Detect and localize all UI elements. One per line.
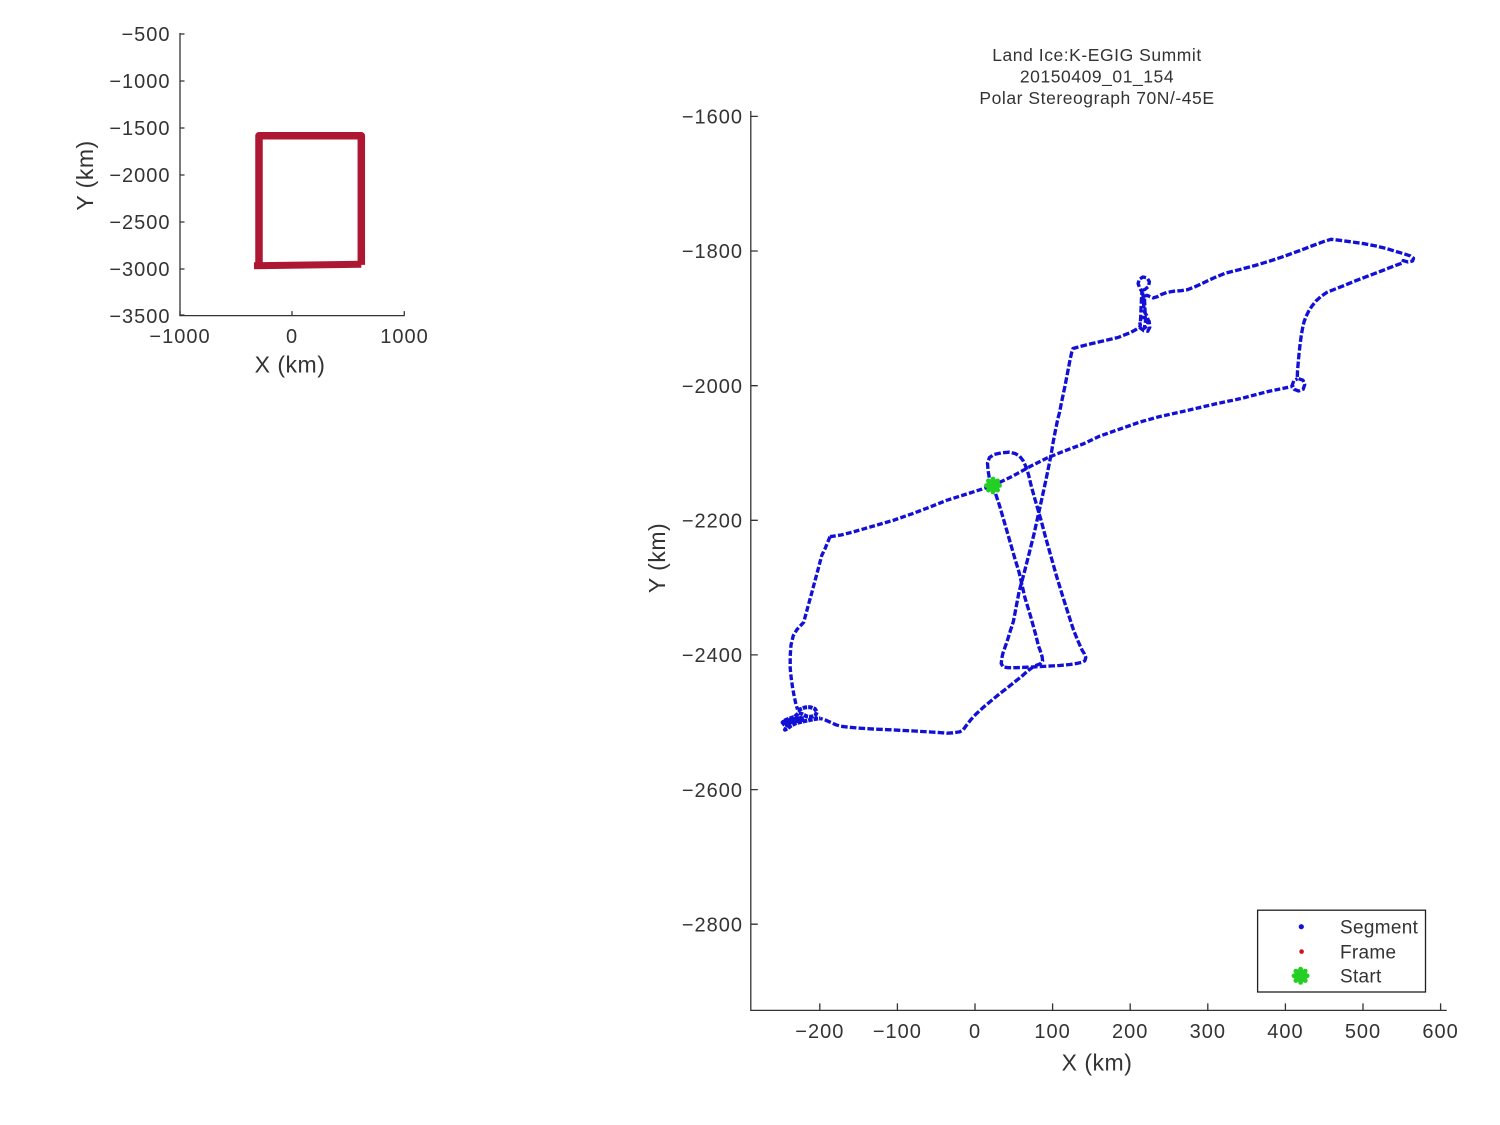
svg-text:−2000: −2000: [682, 376, 743, 398]
svg-text:0: 0: [286, 326, 298, 348]
svg-text:20150409_01_154: 20150409_01_154: [1020, 67, 1174, 88]
svg-text:−3500: −3500: [109, 306, 170, 328]
svg-text:300: 300: [1190, 1021, 1226, 1043]
svg-text:X (km): X (km): [255, 351, 326, 377]
svg-text:Land Ice:K-EGIG Summit: Land Ice:K-EGIG Summit: [992, 45, 1202, 65]
svg-text:400: 400: [1267, 1021, 1303, 1043]
svg-text:Y (km): Y (km): [72, 140, 98, 210]
svg-text:−1800: −1800: [682, 241, 743, 263]
svg-text:X (km): X (km): [1062, 1050, 1133, 1076]
svg-text:Segment: Segment: [1340, 918, 1419, 939]
svg-text:600: 600: [1422, 1021, 1458, 1043]
svg-text:−200: −200: [795, 1021, 844, 1043]
svg-text:100: 100: [1034, 1021, 1070, 1043]
svg-text:−2200: −2200: [682, 511, 743, 533]
svg-text:−1500: −1500: [109, 118, 170, 140]
svg-text:−1000: −1000: [149, 326, 210, 348]
svg-text:Frame: Frame: [1340, 942, 1396, 963]
svg-text:−500: −500: [121, 24, 170, 46]
svg-text:1000: 1000: [380, 326, 429, 348]
svg-text:−2000: −2000: [109, 165, 170, 187]
svg-text:Start: Start: [1340, 967, 1382, 988]
svg-text:Polar Stereograph 70N/-45E: Polar Stereograph 70N/-45E: [979, 88, 1214, 108]
svg-text:−2800: −2800: [682, 914, 743, 936]
svg-text:−1600: −1600: [682, 107, 743, 129]
svg-text:Y (km): Y (km): [644, 523, 670, 593]
svg-text:−100: −100: [873, 1021, 922, 1043]
svg-text:−2600: −2600: [682, 780, 743, 802]
svg-text:200: 200: [1112, 1021, 1148, 1043]
svg-text:−2500: −2500: [109, 212, 170, 234]
svg-text:−2400: −2400: [682, 645, 743, 667]
svg-text:−3000: −3000: [109, 259, 170, 281]
svg-text:−1000: −1000: [109, 71, 170, 93]
svg-text:0: 0: [969, 1021, 981, 1043]
svg-text:500: 500: [1345, 1021, 1381, 1043]
